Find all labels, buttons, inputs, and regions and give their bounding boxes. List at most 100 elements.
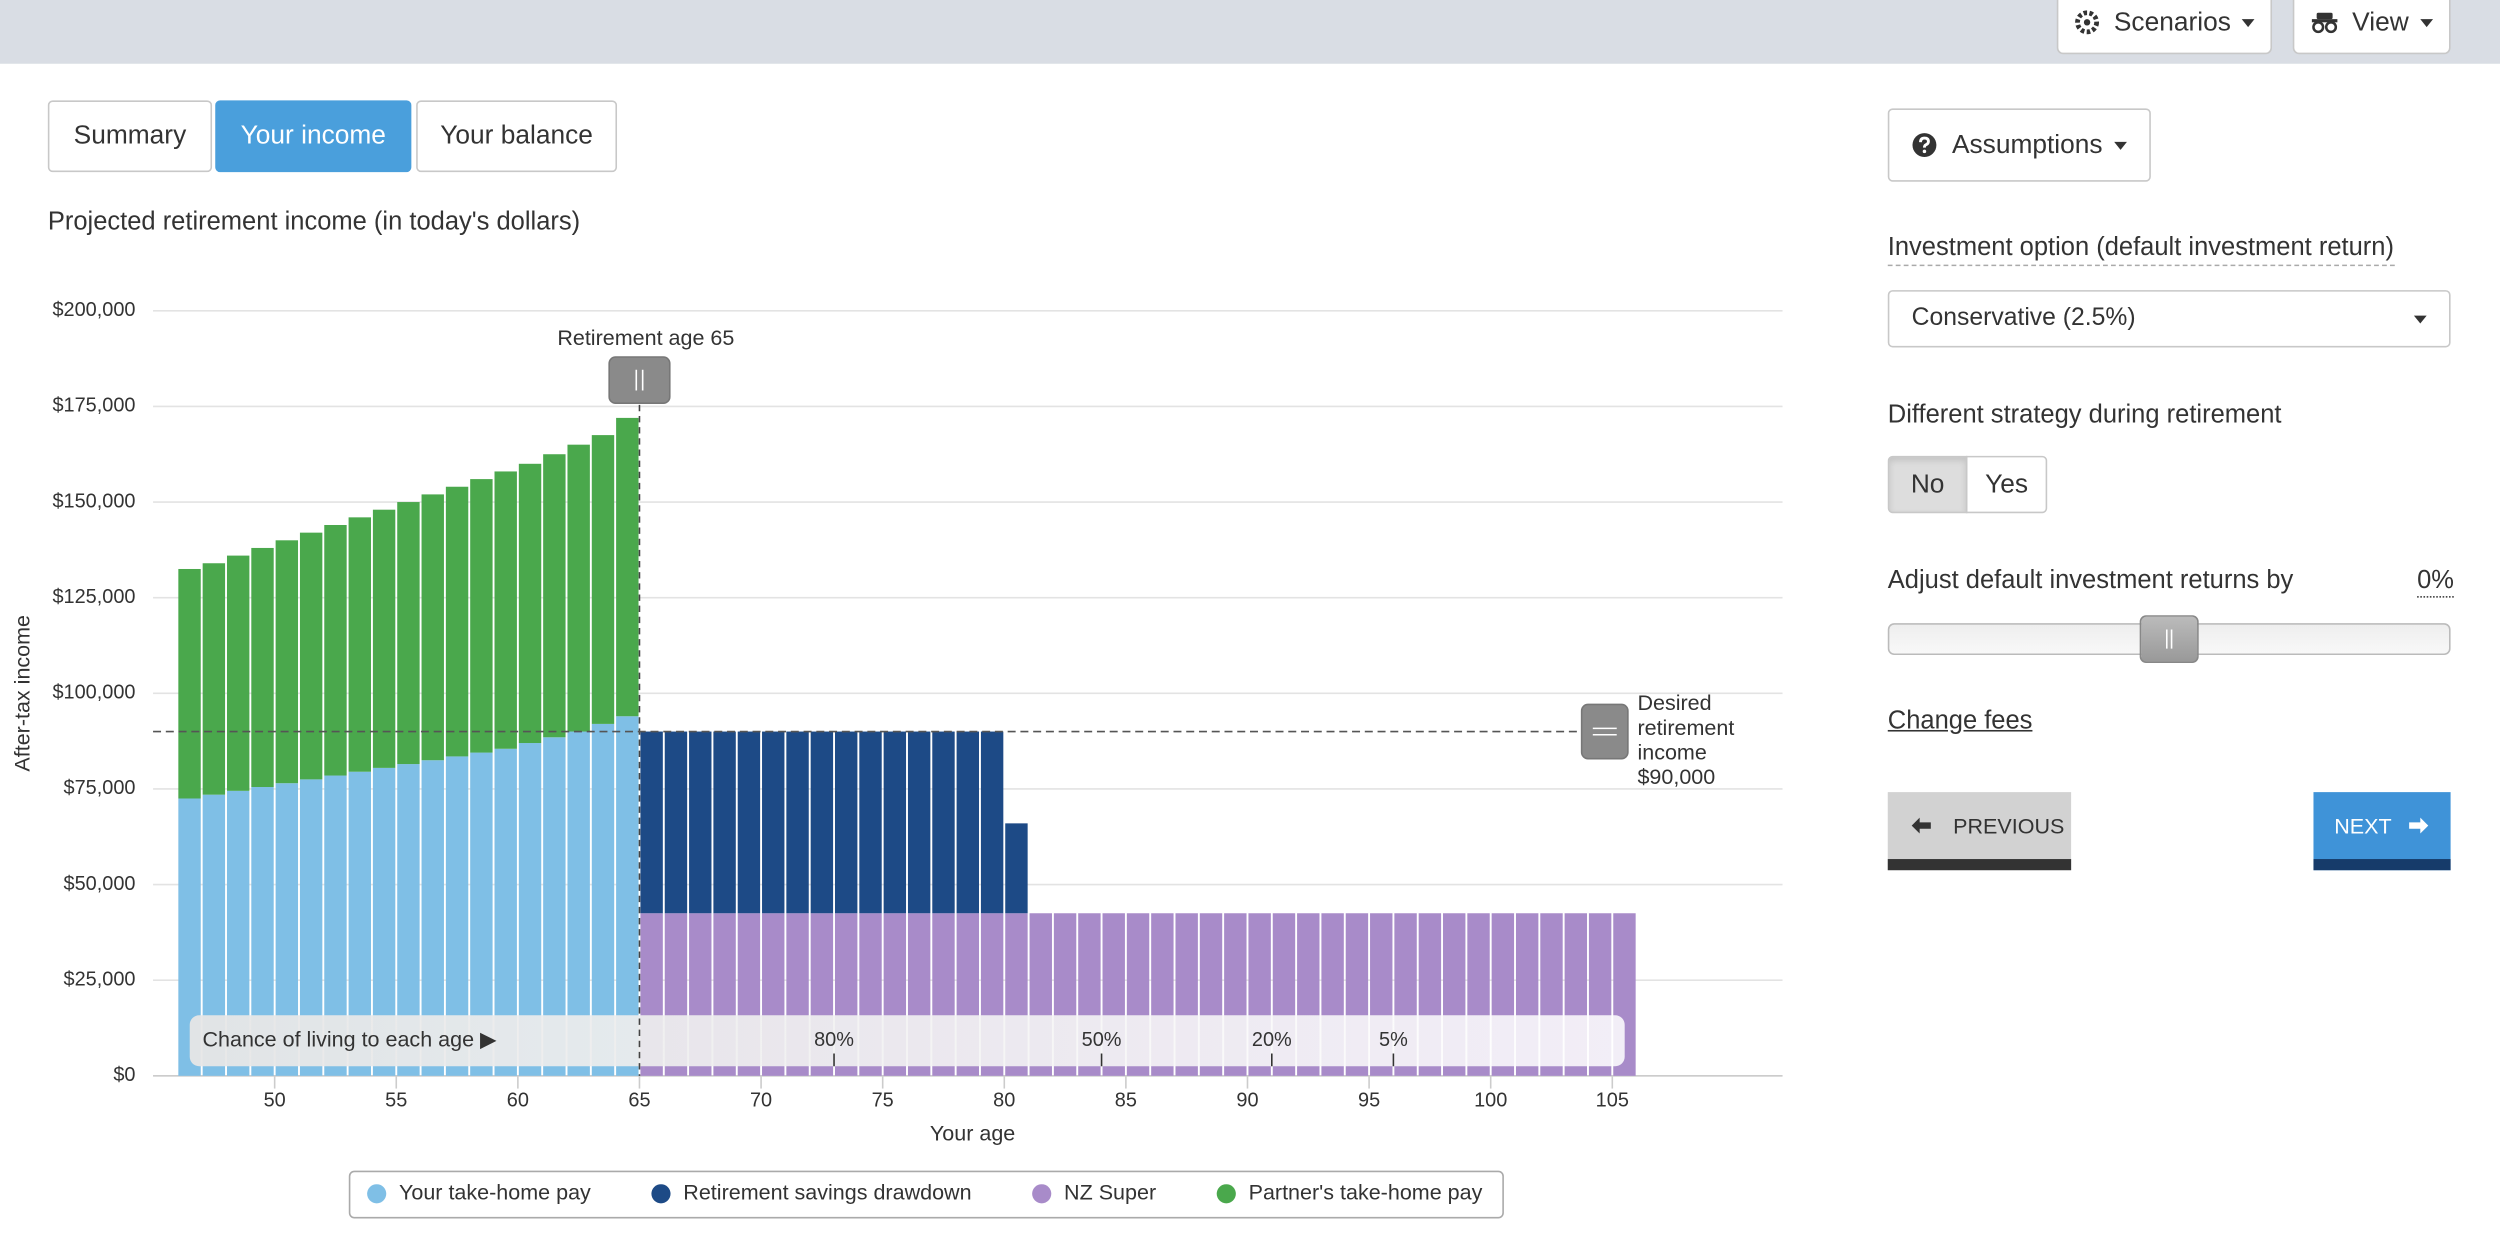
investment-value: Conservative (2.5%)	[1911, 304, 2136, 332]
previous-button[interactable]: PREVIOUS	[1887, 792, 2072, 871]
x-tick-label: 55	[385, 1090, 407, 1112]
bar-segment	[251, 547, 274, 788]
bar-segment	[518, 743, 542, 1076]
bar-segment	[616, 716, 639, 1076]
bar-segment	[980, 731, 1004, 914]
bar-segment	[275, 540, 299, 784]
y-tick-label: $175,000	[52, 395, 135, 417]
desired-income-label: Desired	[1637, 691, 1711, 715]
bar-segment	[445, 486, 469, 757]
legend-label: NZ Super	[1064, 1180, 1156, 1204]
legend-marker	[367, 1184, 387, 1204]
right-arrow	[2409, 817, 2429, 834]
bar-segment	[616, 417, 639, 717]
strategy-label: Different strategy during retirement	[1887, 401, 2282, 429]
previous-label: PREVIOUS	[1953, 813, 2065, 838]
bar-segment	[348, 517, 371, 772]
bar-segment	[907, 731, 931, 914]
bar-segment	[494, 471, 517, 749]
bar-segment	[178, 798, 201, 1076]
bar-segment	[567, 731, 590, 1076]
bar-segment	[372, 509, 396, 768]
scenarios-label: Scenarios	[2113, 7, 2231, 36]
x-tick-label: 60	[507, 1090, 529, 1112]
legend-label: Retirement savings drawdown	[683, 1180, 971, 1204]
change-fees-link[interactable]: Change fees	[1887, 707, 2033, 735]
adjust-label: Adjust default investment returns by	[1887, 567, 2294, 595]
tab[interactable]: Your income	[215, 100, 412, 173]
bar-segment	[324, 775, 347, 1076]
view-label: View	[2352, 7, 2409, 36]
survival-label: 80%	[814, 1029, 854, 1051]
x-axis-label: Your age	[930, 1121, 1015, 1145]
bar-segment	[664, 731, 688, 914]
bar-segment	[737, 731, 761, 914]
investment-label: Investment option (default investment re…	[1887, 234, 2394, 267]
bar-segment	[226, 555, 250, 791]
chart-title: Projected retirement income (in today's …	[47, 208, 581, 236]
investment-select[interactable]: Conservative (2.5%)	[1887, 290, 2451, 348]
y-tick-label: $125,000	[52, 586, 135, 608]
survival-label: 50%	[1082, 1029, 1122, 1051]
bar-segment	[445, 756, 469, 1076]
x-tick-label: 90	[1236, 1090, 1258, 1112]
retirement-handle	[608, 356, 671, 405]
bar-segment	[543, 737, 566, 1076]
bar-segment	[567, 444, 590, 732]
y-tick-label: $100,000	[52, 682, 135, 704]
assumptions-button[interactable]: Assumptions	[1887, 108, 2151, 182]
assumptions-label: Assumptions	[1951, 129, 2103, 159]
survival-label: 20%	[1252, 1029, 1292, 1051]
bar-segment	[494, 748, 517, 1076]
x-tick-label: 95	[1358, 1090, 1380, 1112]
strategy-no[interactable]: No	[1887, 455, 1968, 514]
bar-segment	[348, 771, 371, 1076]
x-tick-label: 75	[872, 1090, 894, 1112]
bar-segment	[786, 731, 809, 914]
bar-segment	[762, 731, 785, 914]
x-tick-label: 80	[993, 1090, 1015, 1112]
slider-handle[interactable]	[2139, 615, 2199, 664]
tab[interactable]: Summary	[47, 100, 213, 173]
survival-band	[189, 1015, 1625, 1067]
adjust-value: 0%	[2417, 567, 2454, 598]
y-tick-label: $50,000	[64, 873, 136, 895]
next-label: NEXT	[2334, 813, 2392, 838]
y-tick-label: $150,000	[52, 490, 135, 512]
desired-income-label: $90,000	[1637, 765, 1715, 789]
bar-segment	[202, 794, 226, 1076]
bar-segment	[470, 479, 493, 753]
x-tick-label: 85	[1115, 1090, 1137, 1112]
bar-segment	[689, 731, 712, 914]
strategy-yes[interactable]: Yes	[1965, 455, 2048, 514]
survival-label: 5%	[1379, 1029, 1408, 1051]
bar-segment	[226, 790, 250, 1076]
next-button[interactable]: NEXT	[2313, 792, 2451, 871]
legend-label: Partner's take-home pay	[1249, 1180, 1483, 1204]
slider-grip	[2165, 629, 2173, 649]
tab[interactable]: Your balance	[416, 100, 618, 173]
y-tick-label: $75,000	[64, 777, 136, 799]
scenarios-button[interactable]: Scenarios	[2056, 0, 2273, 55]
bar-segment	[421, 494, 444, 761]
view-button[interactable]: View	[2292, 0, 2451, 55]
bar-segment	[810, 731, 834, 914]
left-arrow	[1911, 817, 1931, 834]
bar-segment	[372, 767, 396, 1076]
legend-marker	[651, 1184, 671, 1204]
bar-segment	[324, 524, 347, 776]
bar-segment	[859, 731, 882, 914]
legend-box	[348, 1170, 1504, 1219]
bar-segment	[883, 731, 907, 914]
survival-title: Chance of living to each age ▶	[202, 1027, 497, 1051]
y-tick-label: $200,000	[52, 299, 135, 321]
bar-segment	[640, 731, 663, 914]
bar-segment	[834, 731, 858, 914]
bar-segment	[299, 779, 323, 1076]
legend-marker	[1032, 1184, 1052, 1204]
y-tick-label: $25,000	[64, 968, 136, 990]
y-axis-label: After-tax income	[11, 615, 35, 772]
x-tick-label: 105	[1596, 1090, 1629, 1112]
retirement-label: Retirement age 65	[557, 326, 734, 350]
